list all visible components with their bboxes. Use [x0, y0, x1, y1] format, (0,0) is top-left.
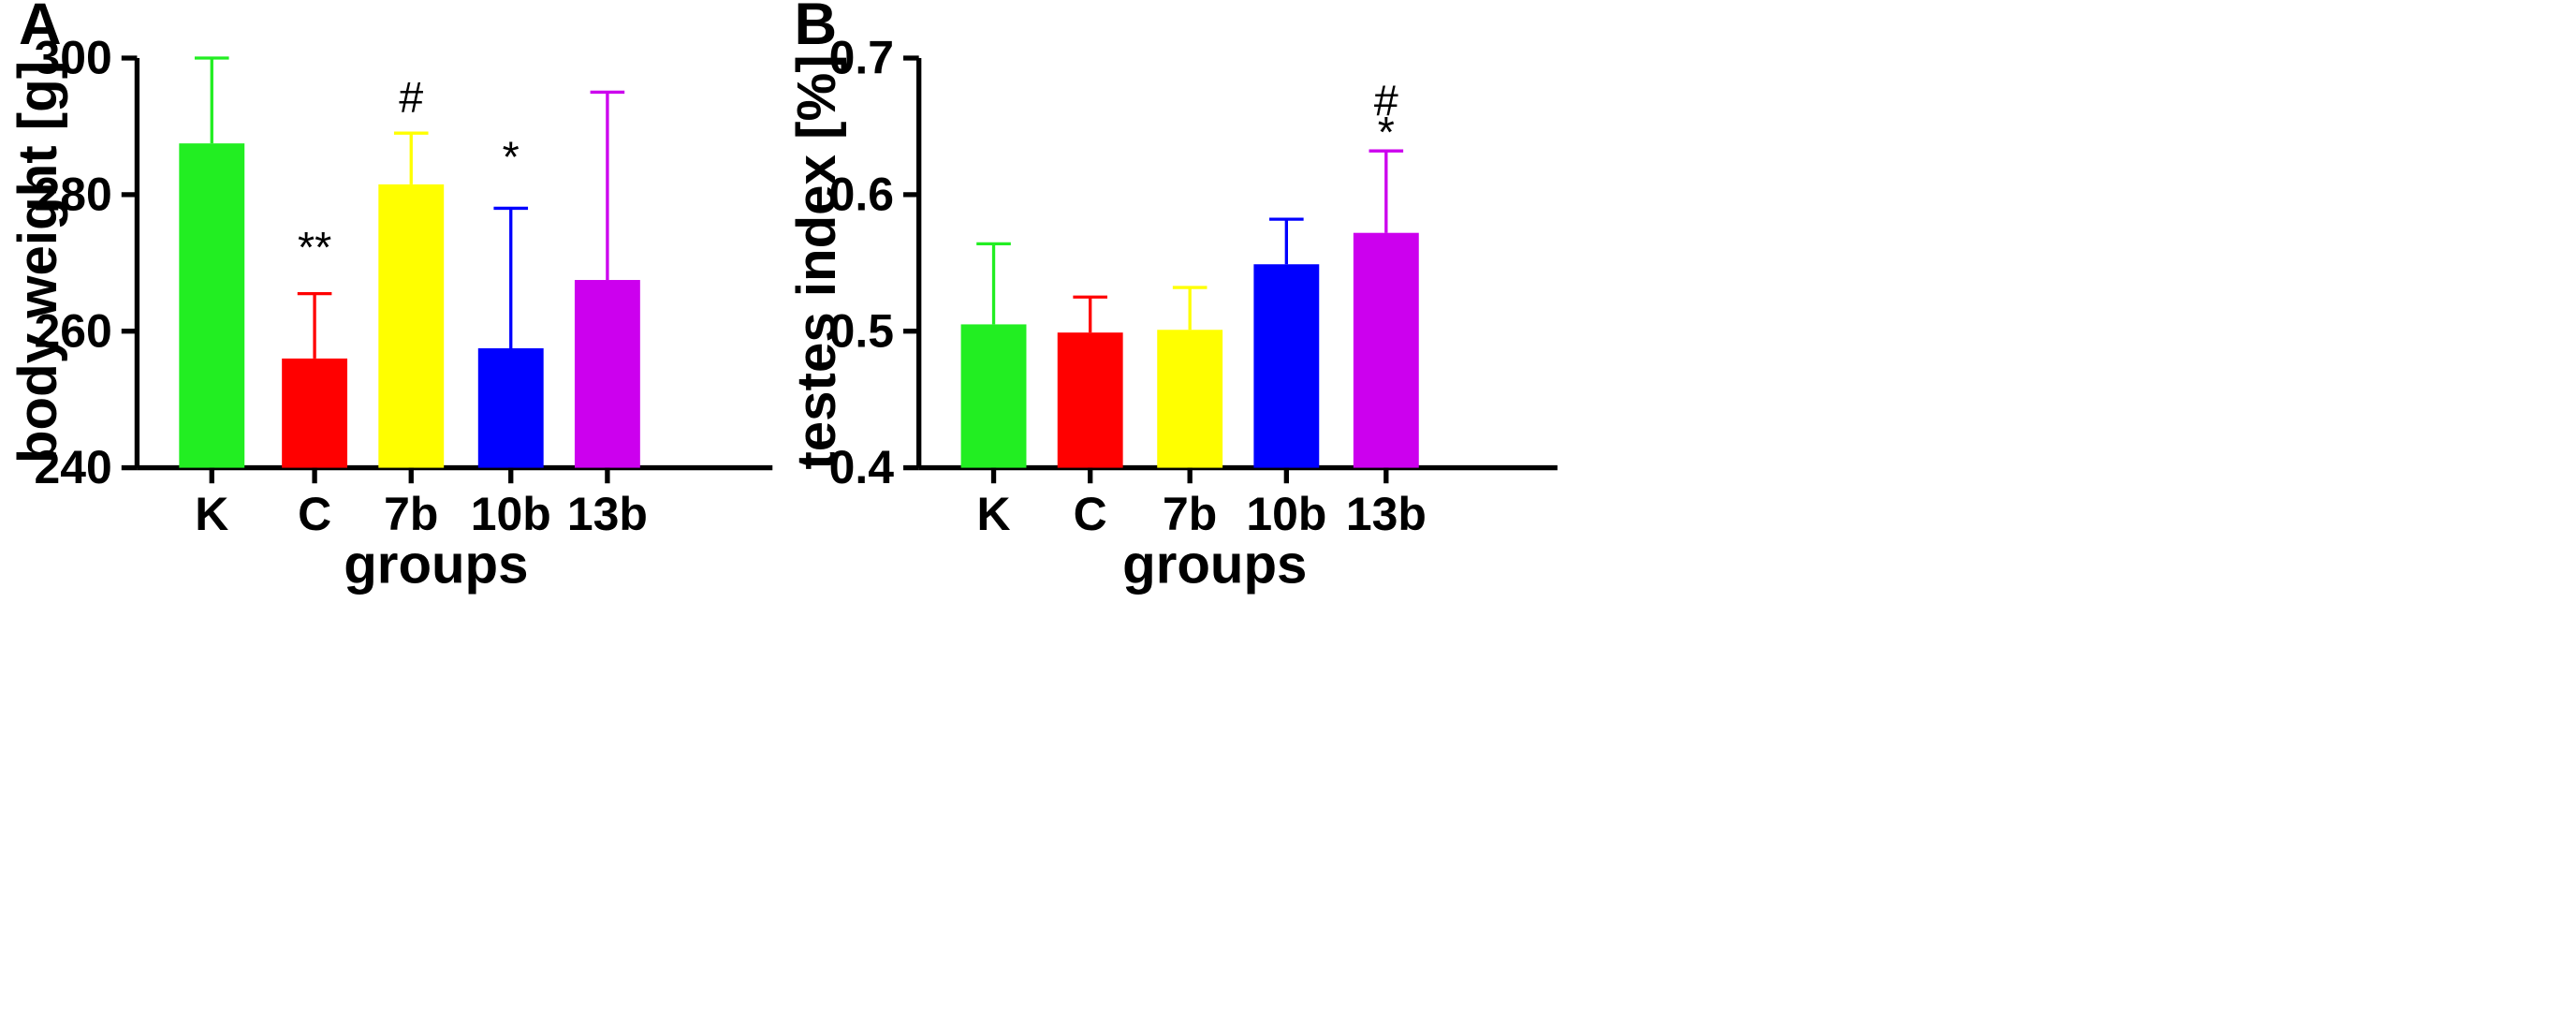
panel-b-bar-7b — [1157, 330, 1223, 468]
panel-b-x-axis-title: groups — [1122, 535, 1307, 595]
panel-b-x-tick-label-13b: 13b — [1346, 488, 1427, 540]
panel-a-y-tick-label: 240 — [35, 441, 112, 493]
panel-b-bar-K — [960, 324, 1027, 468]
panel-b-x-tick-label-7b: 7b — [1163, 488, 1217, 540]
panel-a-significance-7b: # — [399, 73, 423, 122]
panel-b-x-tick-label-10b: 10b — [1246, 488, 1326, 540]
panel-b-x-tick-label-K: K — [977, 488, 1011, 540]
panel-a-x-tick-label-13b: 13b — [567, 488, 648, 540]
panel-b-y-tick-label: 0.7 — [829, 32, 894, 84]
panel-a-y-tick-label: 260 — [35, 304, 112, 357]
panel-a-x-axis-title: groups — [344, 535, 528, 595]
panel-a-bar-13b — [574, 280, 640, 468]
panel-b-y-tick-label: 0.6 — [829, 168, 894, 220]
panel-a-y-tick-label: 280 — [35, 168, 112, 220]
panel-b-x-tick-label-C: C — [1074, 488, 1107, 540]
panel-a-significance-C: ** — [298, 223, 331, 272]
panel-b-bar-13b — [1353, 232, 1419, 468]
panel-b-letter: B — [795, 0, 838, 57]
panel-b-significance-13b: * — [1378, 108, 1395, 156]
panel-a-bar-K — [179, 143, 245, 468]
panel-b-y-axis-title: testes index [%] — [786, 54, 847, 469]
panel-b-y-tick-label: 0.4 — [829, 441, 895, 493]
panel-b: B testes index [%] groups 0.4 0.5 0.6 0.7 K C… — [786, 0, 1558, 595]
panel-a-bar-10b — [477, 347, 544, 468]
panel-b-y-tick-label: 0.5 — [829, 304, 894, 357]
panel-b-bar-10b — [1253, 264, 1320, 468]
panel-b-significance-13b: # — [1374, 77, 1398, 125]
panel-b-plot-area: 0.4 0.5 0.6 0.7 K C 7b 10b 13b #* — [829, 32, 1558, 540]
panel-a-x-tick-label-C: C — [298, 488, 331, 540]
panel-a-x-tick-label-10b: 10b — [471, 488, 551, 540]
panel-a-plot-area: 240 260 280 300 K C ** 7b #10b * 13b — [35, 32, 773, 540]
panel-a-significance-10b: * — [503, 132, 520, 181]
panel-a-y-tick-label: 300 — [35, 32, 112, 84]
panel-a-y-axis-title: body weight [g] — [7, 61, 68, 463]
panel-a-x-tick-label-7b: 7b — [384, 488, 438, 540]
panel-a-x-tick-label-K: K — [195, 488, 228, 540]
panel-a-bar-C — [282, 358, 348, 468]
panel-a-letter: A — [19, 0, 62, 57]
panel-a: A body weight [g] groups 240 260 280 300 K C *… — [7, 0, 773, 595]
panel-a-bar-7b — [378, 184, 445, 468]
panel-b-bar-C — [1057, 332, 1123, 468]
